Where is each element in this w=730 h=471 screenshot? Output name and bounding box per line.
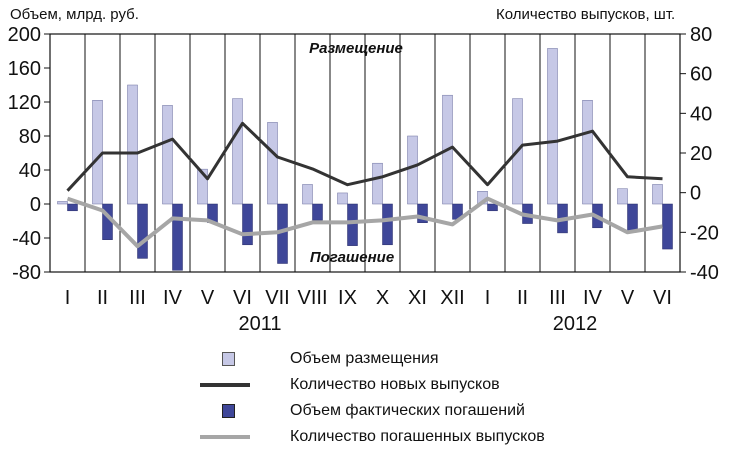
left-axis-title: Объем, млрд. руб. (10, 6, 139, 23)
bar-placement (337, 192, 348, 205)
right-tick-label: 80 (690, 24, 712, 46)
x-tick-label: XI (408, 287, 427, 309)
bar-redemption (627, 203, 638, 232)
bar-redemption (67, 203, 78, 212)
x-tick-label: III (549, 287, 566, 309)
bar-placement (407, 135, 418, 205)
legend-swatch-new-issues (200, 383, 250, 387)
left-tick-label: 0 (30, 194, 41, 216)
x-tick-label: VII (265, 287, 289, 309)
x-tick-label: I (485, 287, 491, 309)
line-redeemed-issues (66, 196, 663, 249)
x-tick-label: X (376, 287, 389, 309)
legend-label: Количество погашенных выпусков (290, 428, 545, 445)
bar-placement (302, 184, 313, 205)
legend-swatch-redemption (222, 404, 235, 418)
right-tick-label: 0 (690, 183, 701, 205)
legend-swatch-placement (222, 352, 235, 366)
bar-placement (162, 105, 173, 205)
x-tick-label: XII (440, 287, 464, 309)
left-tick-label: 40 (19, 160, 41, 182)
bar-redemption (347, 203, 358, 246)
left-tick-label: 120 (8, 92, 41, 114)
x-tick-label: VI (233, 287, 252, 309)
left-tick-label: 160 (8, 58, 41, 80)
bar-redemption (417, 203, 428, 223)
x-tick-label: V (621, 287, 635, 309)
bar-redemption (137, 203, 148, 259)
left-tick-label: 200 (8, 24, 41, 46)
bar-redemption (172, 203, 183, 271)
x-tick-label: IV (163, 287, 183, 309)
x-tick-label: I (65, 287, 71, 309)
bar-placement (372, 162, 383, 205)
right-axis-title: Количество выпусков, шт. (496, 6, 676, 23)
bar-redemption (662, 203, 673, 250)
x-tick-label: V (201, 287, 215, 309)
x-tick-label: IV (583, 287, 603, 309)
bar-placement (547, 48, 558, 205)
bar-redemption (487, 203, 498, 212)
left-tick-label: -40 (12, 228, 41, 250)
legend-label: Количество новых выпусков (290, 376, 500, 393)
bar-placement (197, 168, 208, 205)
x-tick-label: VI (653, 287, 672, 309)
x-tick-label: VIII (297, 287, 327, 309)
bar-placement (232, 98, 243, 205)
bar-placement (267, 122, 278, 205)
x-tick-label: III (129, 287, 146, 309)
bar-placement (57, 201, 68, 205)
annotation-redemption: Погашение (310, 249, 394, 266)
bar-placement (582, 100, 593, 205)
x-tick-label: IX (338, 287, 357, 309)
right-tick-label: 20 (690, 143, 712, 165)
legend-label: Объем размещения (290, 350, 439, 367)
year-label: 2012 (553, 313, 598, 335)
x-tick-label: II (517, 287, 528, 309)
left-tick-label: 80 (19, 126, 41, 148)
x-tick-label: II (97, 287, 108, 309)
right-tick-label: -20 (690, 222, 719, 244)
year-label: 2011 (238, 313, 281, 335)
bar-redemption (312, 203, 323, 221)
right-tick-label: 40 (690, 103, 712, 125)
legend-swatch-redeemed-issues (200, 435, 250, 439)
bar-placement (652, 184, 663, 205)
bar-redemption (382, 203, 393, 246)
bar-placement (127, 84, 138, 205)
legend-label: Объем фактических погашений (290, 402, 525, 419)
bar-redemption (242, 203, 253, 246)
right-tick-label: 60 (690, 64, 712, 86)
bar-placement (92, 100, 103, 205)
annotation-placement: Размещение (309, 40, 403, 57)
line-new-issues (66, 121, 663, 192)
left-tick-label: -80 (12, 262, 41, 284)
right-tick-label: -40 (690, 262, 719, 284)
bar-placement (617, 188, 628, 205)
